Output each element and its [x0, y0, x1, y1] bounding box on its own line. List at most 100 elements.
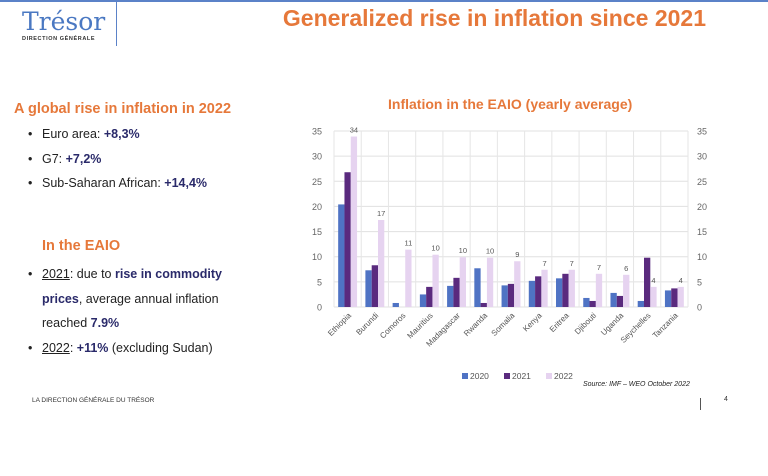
y-tick-label-left: 0: [317, 303, 322, 313]
data-label: 10: [431, 244, 439, 253]
bar-2020: [338, 204, 345, 307]
bar-2021: [507, 283, 515, 307]
x-tick-label: Burundi: [354, 311, 380, 337]
x-tick-label: Kenya: [521, 311, 544, 334]
bar-2022: [514, 261, 521, 307]
data-label: 9: [515, 250, 519, 259]
list-item: Euro area: +8,3%: [14, 122, 207, 147]
data-label: 10: [459, 246, 467, 255]
heading-global: A global rise in inflation in 2022: [14, 101, 232, 117]
bar-2021: [535, 276, 542, 307]
global-list: Euro area: +8,3% G7: +7,2% Sub-Saharan A…: [14, 122, 207, 196]
data-label: 4: [679, 276, 683, 285]
bar-2021: [371, 265, 378, 307]
y-tick-label-left: 10: [312, 252, 322, 262]
tresor-logo: Trésor DIRECTION GÉNÉRALE: [22, 7, 106, 43]
bar-2020: [528, 280, 536, 307]
x-tick-label: Somalia: [490, 311, 517, 338]
footer-text: LA DIRECTION GÉNÉRALE DU TRÉSOR: [32, 397, 155, 404]
data-label: 6: [624, 264, 628, 273]
bar-2022: [405, 249, 412, 307]
bar-2022: [432, 254, 439, 307]
data-label: 7: [597, 263, 601, 272]
y-tick-label-right: 25: [697, 177, 707, 187]
bar-2022: [377, 220, 385, 307]
bar-2020: [556, 278, 563, 307]
data-label: 11: [404, 239, 412, 248]
x-tick-label: Tanzania: [651, 311, 680, 340]
bar-2020: [365, 270, 372, 307]
bar-2021: [671, 288, 678, 307]
bar-2020: [447, 285, 454, 307]
bar-2020: [392, 302, 399, 307]
bar-2022: [595, 273, 603, 307]
y-tick-label-left: 35: [312, 127, 322, 137]
y-tick-label-right: 0: [697, 303, 702, 313]
bar-2021: [644, 257, 651, 307]
bar-2021: [344, 172, 351, 307]
x-tick-label: Rwanda: [462, 311, 490, 339]
bar-2022: [650, 286, 657, 307]
bar-2022: [541, 269, 548, 307]
data-label: 7: [570, 259, 574, 268]
bar-2021: [426, 286, 433, 307]
logo-subtitle: DIRECTION GÉNÉRALE: [22, 36, 96, 42]
y-tick-label-left: 15: [312, 227, 322, 237]
bar-2021: [562, 273, 569, 307]
x-tick-label: Eritrea: [548, 311, 571, 334]
heading-eaio: In the EAIO: [42, 238, 121, 254]
data-label: 17: [377, 209, 385, 218]
bar-2020: [637, 300, 645, 307]
bar-2020: [610, 292, 617, 307]
bar-2022: [568, 269, 575, 307]
y-tick-label-right: 35: [697, 127, 707, 137]
legend-swatch: [546, 373, 552, 379]
x-tick-label: Ethiopia: [326, 311, 353, 338]
bar-2021: [480, 302, 487, 307]
bar-2021: [616, 295, 624, 307]
list-item: Sub-Saharan African: +14,4%: [14, 171, 207, 196]
x-tick-label: Uganda: [599, 311, 626, 338]
bar-2020: [501, 285, 508, 307]
footer-divider: [700, 398, 701, 410]
bar-2021: [589, 300, 596, 307]
x-tick-label: Djibouti: [573, 311, 598, 336]
top-border: [0, 0, 768, 2]
bar-2022: [623, 274, 630, 307]
bar-2022: [677, 286, 684, 307]
y-tick-label-left: 25: [312, 177, 322, 187]
header-divider: [116, 0, 117, 46]
y-tick-label-left: 30: [312, 152, 322, 162]
bar-2020: [474, 268, 481, 307]
eaio-list: 2021: due to rise in commodity prices, a…: [14, 262, 254, 360]
logo-text: Trésor: [22, 7, 106, 36]
chart-title: Inflation in the EAIO (yearly average): [388, 96, 633, 112]
list-item: 2021: due to rise in commodity prices, a…: [14, 262, 254, 336]
bar-2021: [453, 277, 460, 307]
y-tick-label-left: 5: [317, 277, 322, 287]
legend-label: 2021: [512, 371, 531, 381]
y-tick-label-right: 30: [697, 152, 707, 162]
data-label: 34: [350, 126, 358, 135]
legend-swatch: [462, 373, 468, 379]
slide-title: Generalized rise in inflation since 2021: [282, 5, 706, 31]
page-number: 4: [724, 396, 728, 403]
y-tick-label-right: 15: [697, 227, 707, 237]
list-item: 2022: +11% (excluding Sudan): [14, 336, 254, 361]
x-tick-label: Comoros: [378, 311, 407, 340]
y-tick-label-right: 5: [697, 277, 702, 287]
data-label: 10: [486, 247, 494, 256]
data-label: 7: [542, 259, 546, 268]
y-tick-label-left: 20: [312, 202, 322, 212]
bar-2022: [486, 257, 494, 307]
bar-2022: [459, 257, 466, 307]
list-item: G7: +7,2%: [14, 147, 207, 172]
source-note: Source: IMF – WEO October 2022: [583, 381, 690, 388]
bar-2020: [419, 294, 427, 307]
y-tick-label-right: 10: [697, 252, 707, 262]
data-label: 4: [651, 276, 655, 285]
bar-2020: [664, 290, 672, 307]
legend-label: 2022: [554, 371, 573, 381]
y-tick-label-right: 20: [697, 202, 707, 212]
